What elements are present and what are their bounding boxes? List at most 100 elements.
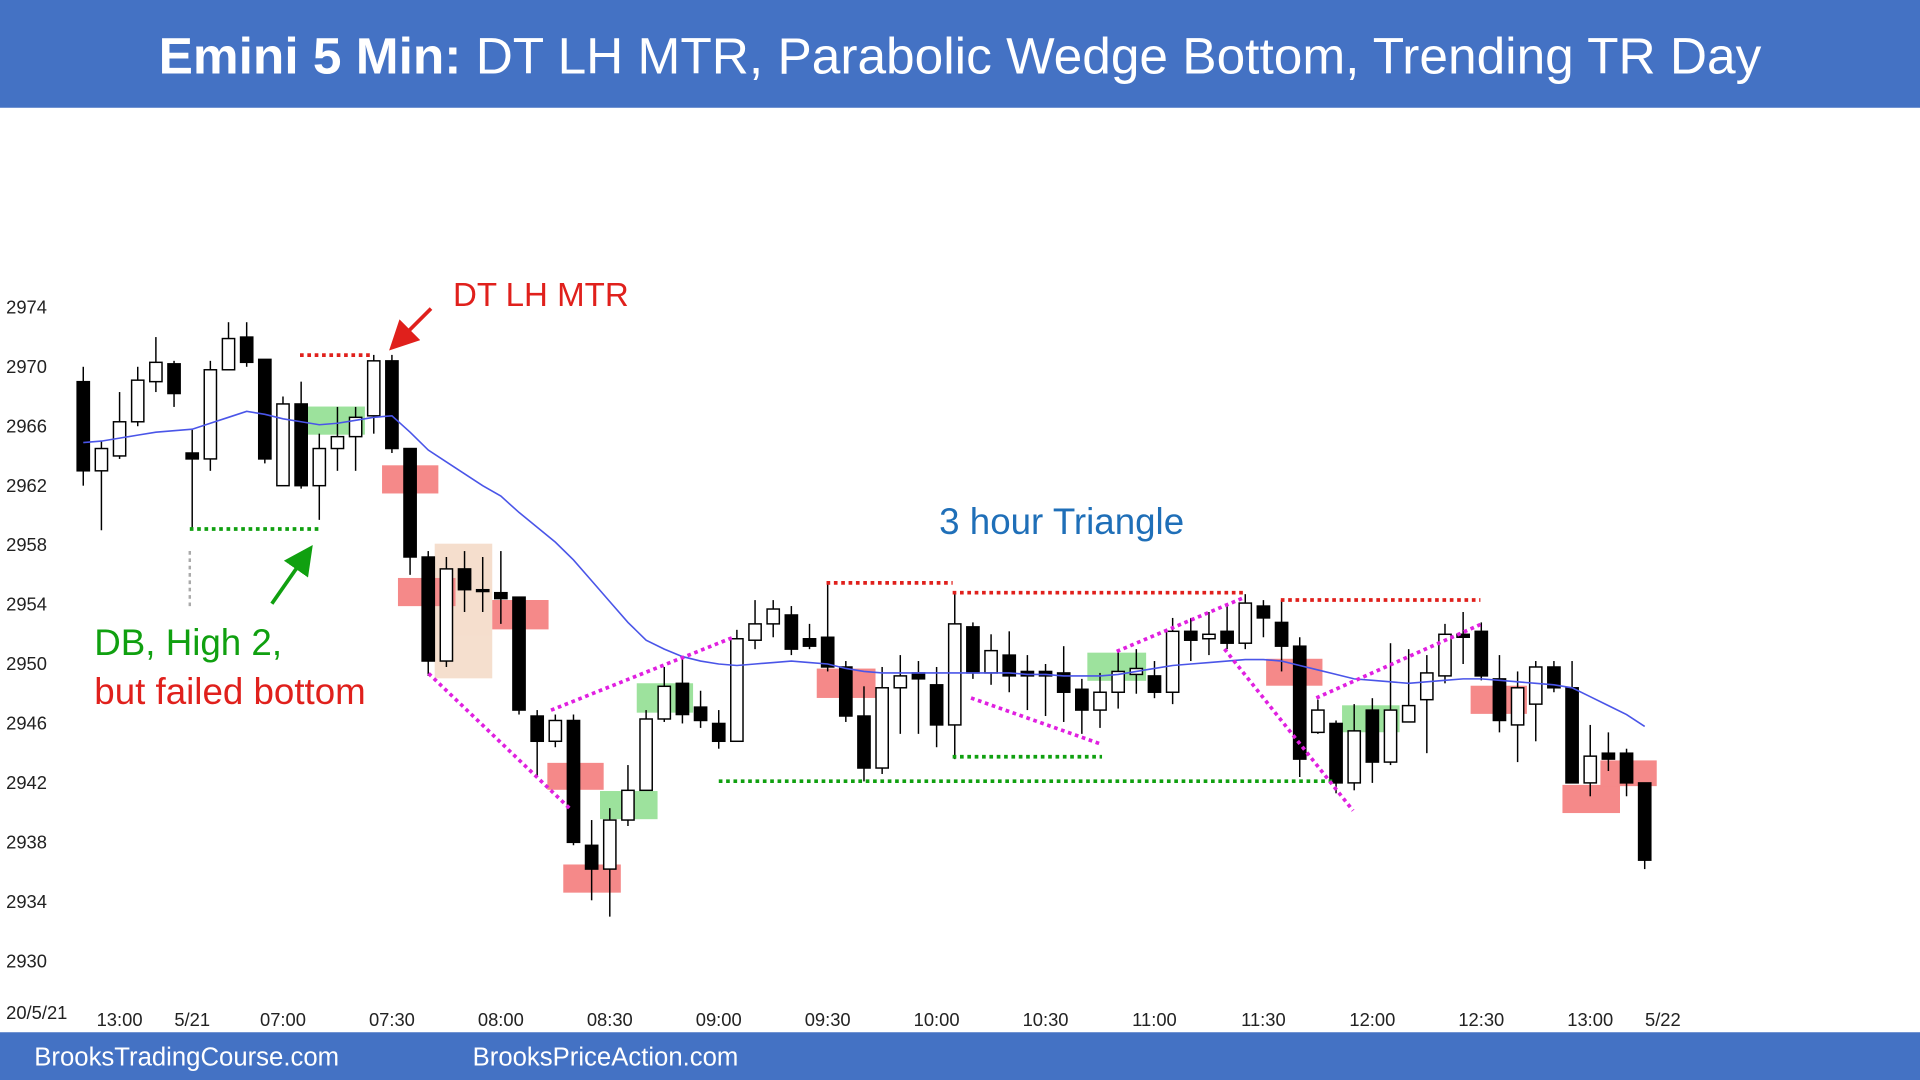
candle-body [602,819,617,870]
candle-body [475,588,490,593]
y-tick-label: 2974 [6,296,47,317]
candle-body [784,614,799,650]
x-tick-label: 10:30 [1023,1009,1069,1030]
candle-body [1274,621,1289,647]
footer-text: BrooksPriceAction.com [473,1043,739,1071]
candle-body [149,361,163,383]
candle-body [621,789,635,821]
highlights [306,406,1657,893]
candle-body [857,715,871,769]
candle-body [584,844,599,870]
candle-body [312,447,327,487]
candle-body [94,447,109,472]
x-tick-label: 5/22 [1645,1009,1681,1030]
x-tick-label: 07:00 [260,1009,306,1030]
candle-body [239,336,254,364]
candle-body [439,568,454,662]
y-tick-label: 2954 [6,594,47,615]
plot: 2930 2934 2938 2942 2946 2950 2954 2958 2962 2966… [6,296,1681,1030]
candle-body [1002,654,1017,677]
candle-body [730,638,744,743]
candle-body [330,435,345,450]
candle-body [1474,630,1489,677]
annotation-lines [188,353,1482,812]
candle-body [711,722,726,743]
candle-body [1202,633,1216,640]
candle-body [1292,645,1307,760]
y-tick-label: 2966 [6,415,47,436]
candle-body [76,380,91,472]
footer-bar [0,1032,1920,1080]
candle-body [294,403,308,487]
title-main: DT LH MTR, Parabolic Wedge Bottom, Trend… [476,26,1762,84]
candle-body [1220,630,1234,644]
x-tick-label: 5/21 [174,1009,210,1030]
candle-body [512,596,526,711]
candle-body [838,666,853,717]
candle-body [802,638,817,647]
x-tick-label: 12:30 [1458,1009,1504,1030]
candle-body [1438,633,1452,677]
candle-body [1456,633,1470,638]
x-tick-label: 13:00 [97,1009,143,1030]
title-bar [0,0,1920,108]
y-tick-label: 2942 [6,772,47,793]
x-tick-label: 08:00 [478,1009,524,1030]
candle-body [257,358,272,460]
candle-body [548,719,563,743]
candle-body [1365,709,1380,763]
candle-body [366,360,381,417]
candle-body [1256,605,1271,619]
candle-body [657,685,672,720]
annotation: 3 hour Triangle [939,501,1184,542]
candle-body [639,718,653,792]
candle-body [1347,730,1362,784]
candle-body [348,416,363,438]
candle-body [1583,755,1598,784]
candle-body [1637,782,1652,861]
candle-body [875,687,889,769]
candle-body [1238,602,1253,644]
x-tick-label: 09:30 [805,1009,851,1030]
y-tick-label: 2962 [6,475,47,496]
candle-body [1492,678,1507,722]
y-tick-label: 2950 [6,653,47,674]
candle-body [693,706,708,722]
candle-body [820,636,835,668]
candle-body [1165,630,1180,693]
y-tick-label: 2934 [6,891,47,912]
candle-body [1056,672,1071,693]
annotation: but failed bottom [94,671,365,712]
candle-body [1601,752,1616,760]
ema-line [83,410,1646,728]
candle-body [1183,630,1198,641]
y-tick-label: 2958 [6,534,47,555]
candle-body [766,608,781,625]
candle-body [748,623,762,641]
candle-body [1565,687,1579,784]
arrow [389,307,433,351]
y-tick-label: 2970 [6,356,47,377]
date-label: 20/5/21 [6,1002,67,1023]
x-tick-label: 11:00 [1132,1009,1177,1030]
candle-body [276,403,290,487]
candle-body [221,337,236,371]
candle-body [1329,722,1343,784]
candle-body [929,684,944,726]
candle-body [675,682,690,716]
y-tick-label: 2946 [6,713,47,734]
candle-body [566,719,581,844]
footer-text: BrooksTradingCourse.com [34,1043,339,1071]
candle-body [1383,709,1398,763]
candle-body [1528,666,1543,705]
candle-body [893,675,908,689]
candle-body [403,447,417,558]
candle-body [494,591,508,600]
annotation: DB, High 2, [94,622,282,663]
x-tick-label: 09:00 [696,1009,742,1030]
candle-body [1401,704,1416,723]
arrow [270,544,313,605]
candle-body [947,623,962,726]
x-tick-label: 10:00 [914,1009,960,1030]
